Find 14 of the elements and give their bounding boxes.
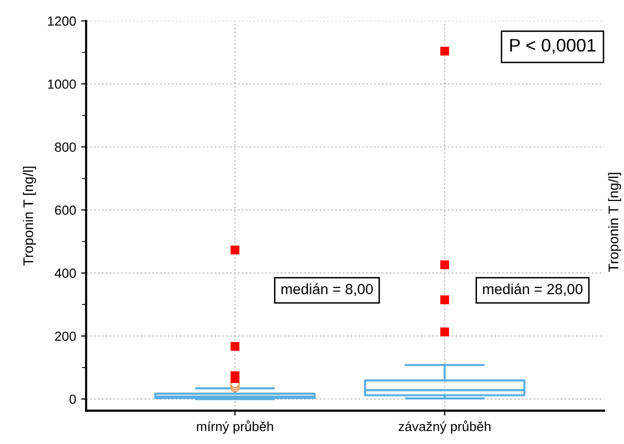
y-axis-title: Troponin T [ng/l] (22, 166, 36, 266)
x-tick-label: závažný průběh (398, 420, 490, 434)
y-tick-label: 1000 (48, 79, 76, 89)
y-tick-label: 1200 (48, 16, 76, 26)
y-tick-label: 400 (54, 268, 76, 278)
y-tick-label: 600 (55, 206, 76, 215)
y-tick-label: 200 (55, 332, 76, 341)
x-tick-label: mírný průběh (197, 420, 274, 434)
annotation: P < 0,0001 (510, 38, 596, 54)
y-tick-label: 0 (70, 394, 76, 404)
annotation: medián = 28,00 (483, 283, 582, 296)
y2-axis-title: Troponin T [ng/l] (608, 172, 622, 272)
y-tick-label: 800 (54, 142, 76, 152)
annotation: medián = 8,00 (282, 283, 373, 296)
